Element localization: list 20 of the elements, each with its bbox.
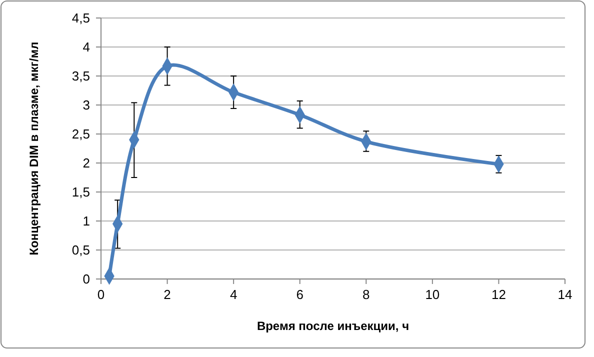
y-tick-label: 0,5 bbox=[72, 242, 90, 258]
x-tick-label: 6 bbox=[296, 287, 304, 302]
y-tick-label: 4 bbox=[82, 40, 90, 54]
x-axis-title: Время после инъекции, ч bbox=[256, 319, 410, 333]
y-tick-label: 4,5 bbox=[72, 10, 90, 26]
y-tick-label: 3,5 bbox=[72, 68, 90, 84]
y-tick-label: 1 bbox=[82, 214, 90, 228]
x-tick-label: 14 bbox=[558, 287, 572, 302]
y-tick-label: 2 bbox=[82, 156, 90, 170]
y-tick-label: 2,5 bbox=[72, 126, 90, 142]
x-tick-label: 12 bbox=[491, 287, 506, 302]
x-tick-label: 2 bbox=[164, 287, 171, 302]
y-tick-label: 3 bbox=[82, 98, 90, 112]
x-tick-label: 4 bbox=[230, 287, 238, 302]
y-tick-label: 0 bbox=[82, 272, 90, 286]
x-tick-label: 10 bbox=[425, 287, 440, 302]
y-tick-label: 1,5 bbox=[72, 184, 90, 200]
x-tick-label: 8 bbox=[362, 287, 370, 302]
x-tick-label: 0 bbox=[97, 287, 105, 302]
y-axis-title: Концентрация DIM в плазме, мкг/мл bbox=[27, 42, 41, 256]
